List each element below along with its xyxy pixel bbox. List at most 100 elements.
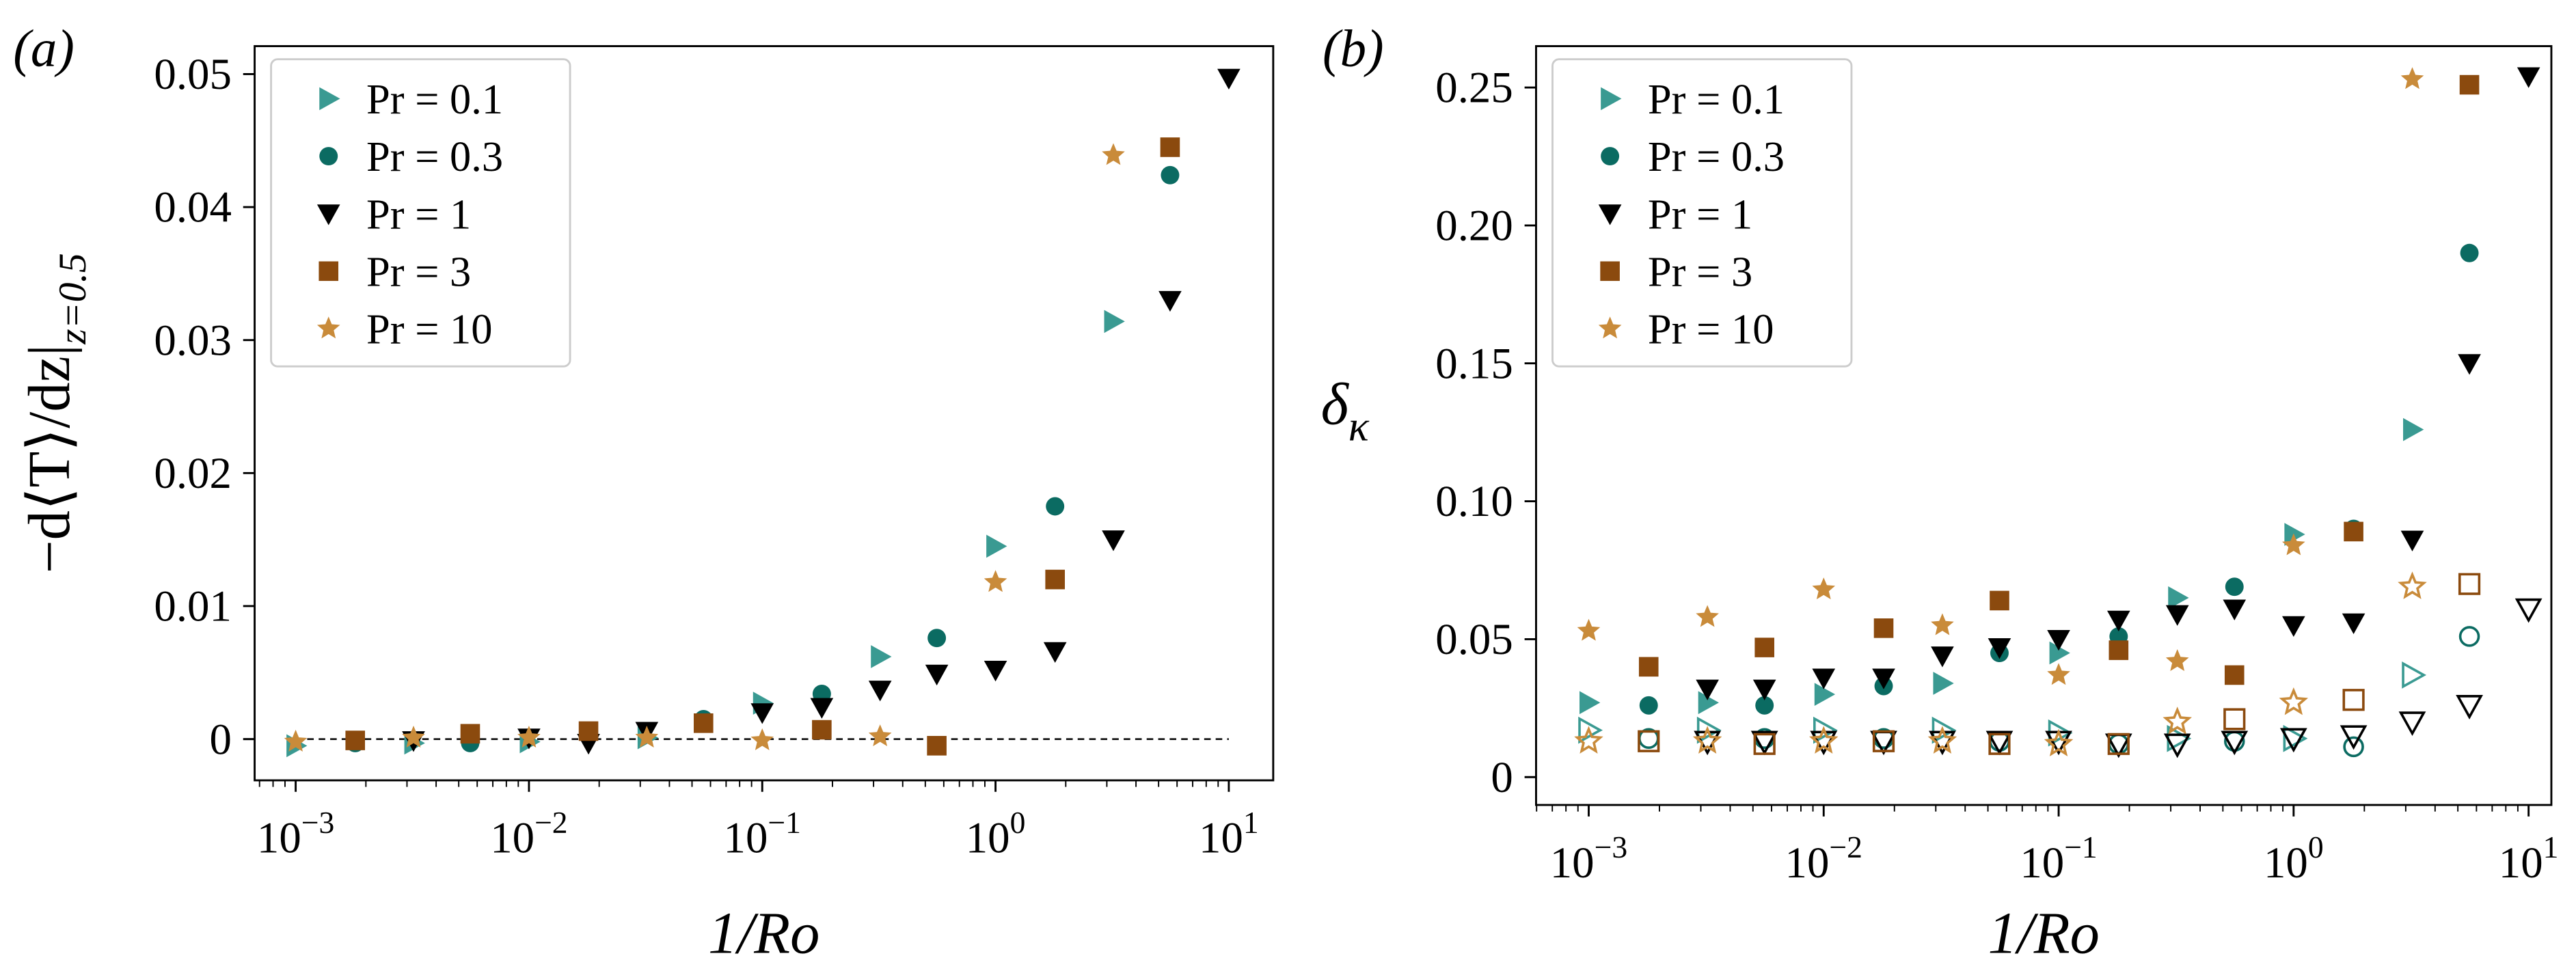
marker (1043, 642, 1067, 663)
marker (2044, 728, 2074, 756)
y-tick-label: 0.03 (154, 316, 232, 365)
marker (2047, 629, 2070, 651)
marker (316, 204, 340, 225)
y-axis-label: δκ (1321, 371, 1370, 450)
marker (318, 261, 339, 282)
marker (1933, 672, 1954, 695)
x-tick-label: 10−1 (724, 805, 801, 863)
x-tick-label: 101 (2499, 830, 2559, 888)
marker (2284, 523, 2305, 546)
x-tick-label: 100 (2264, 830, 2324, 888)
tick-exponent: 1 (2543, 830, 2559, 864)
marker (2458, 573, 2481, 595)
panel-label: (b) (1323, 18, 1384, 77)
marker (1873, 618, 1894, 638)
legend-label: Pr = 0.3 (366, 133, 503, 180)
marker (1600, 261, 1620, 282)
marker (2400, 530, 2424, 551)
marker (1638, 657, 1659, 677)
panel: (b)10−3 10−2 10−1 100 10100.050.100.150.200.… (1321, 18, 2559, 966)
tick-base: 10 (490, 814, 534, 863)
marker (635, 726, 659, 748)
marker (316, 316, 340, 339)
marker (1988, 638, 2011, 659)
tick-exponent: −1 (2064, 830, 2098, 864)
marker (1601, 147, 1620, 166)
marker (2224, 730, 2245, 752)
marker (2165, 649, 2189, 672)
y-label-sub: κ (1348, 402, 1370, 450)
marker (750, 728, 774, 750)
x-tick-label: 101 (1199, 805, 1259, 863)
marker (984, 660, 1007, 682)
legend-label: Pr = 1 (1648, 190, 1752, 238)
y-label-main: δ (1321, 371, 1350, 437)
marker (1578, 716, 1603, 744)
legend-label: Pr = 0.1 (1648, 75, 1785, 123)
tick-base: 10 (1785, 838, 1830, 888)
marker (2517, 67, 2540, 88)
marker (1931, 646, 1954, 668)
y-label-main: −d⟨T⟩/dz| (16, 344, 82, 573)
tick-exponent: −1 (768, 805, 801, 840)
marker (2221, 730, 2249, 756)
marker (402, 726, 425, 748)
marker (2402, 661, 2427, 689)
marker (2223, 708, 2246, 730)
marker (2403, 418, 2424, 441)
marker (1814, 683, 1836, 706)
panel-label: (a) (13, 18, 74, 77)
x-tick-label: 10−2 (1785, 830, 1862, 888)
marker (1158, 290, 1182, 312)
tick-base: 10 (1550, 838, 1595, 888)
marker (1698, 691, 1719, 715)
marker (694, 713, 714, 733)
marker (1872, 668, 1895, 689)
marker (1812, 577, 1836, 600)
legend-label: Pr = 3 (1648, 247, 1752, 295)
marker (2225, 577, 2244, 597)
marker (1696, 605, 1719, 627)
plot-frame (254, 45, 1275, 782)
y-tick-label: 0.05 (154, 50, 232, 99)
x-tick-label: 10−3 (257, 805, 334, 863)
legend-box (270, 58, 571, 368)
plot-frame (1535, 45, 2553, 806)
marker (810, 698, 834, 719)
x-tick-label: 10−1 (2020, 830, 2097, 888)
tick-base: 10 (1199, 814, 1243, 863)
x-tick-label: 100 (966, 805, 1026, 863)
marker (986, 534, 1007, 558)
marker (2460, 243, 2479, 262)
marker (2282, 616, 2305, 638)
marker (868, 724, 892, 747)
tick-exponent: −3 (301, 805, 335, 840)
marker (1754, 638, 1774, 657)
panel: (a)10−3 10−2 10−1 100 10100.010.020.030.040.… (13, 18, 1275, 966)
marker (1755, 696, 1774, 715)
legend-label: Pr = 10 (366, 305, 493, 353)
marker (1104, 310, 1125, 333)
marker (2223, 599, 2247, 620)
marker (2400, 67, 2424, 90)
marker (868, 681, 892, 702)
marker (1931, 716, 1957, 744)
x-axis-label: 1/Ro (1988, 900, 2099, 966)
legend-label: Pr = 0.1 (366, 75, 503, 123)
marker (1752, 679, 1776, 700)
marker (284, 729, 308, 752)
tick-exponent: −3 (1595, 830, 1628, 864)
marker (319, 147, 338, 166)
marker (1692, 726, 1722, 754)
marker (2106, 610, 2130, 631)
x-axis-label: 1/Ro (708, 900, 819, 966)
x-tick-label: 10−3 (1550, 830, 1627, 888)
marker (1750, 730, 1778, 756)
tick-base: 10 (2264, 838, 2308, 888)
marker (2279, 728, 2307, 753)
marker (2279, 687, 2309, 715)
x-tick-label: 10−2 (490, 805, 567, 863)
tick-base: 10 (2020, 838, 2064, 888)
marker (1046, 497, 1065, 516)
marker (2514, 598, 2543, 623)
